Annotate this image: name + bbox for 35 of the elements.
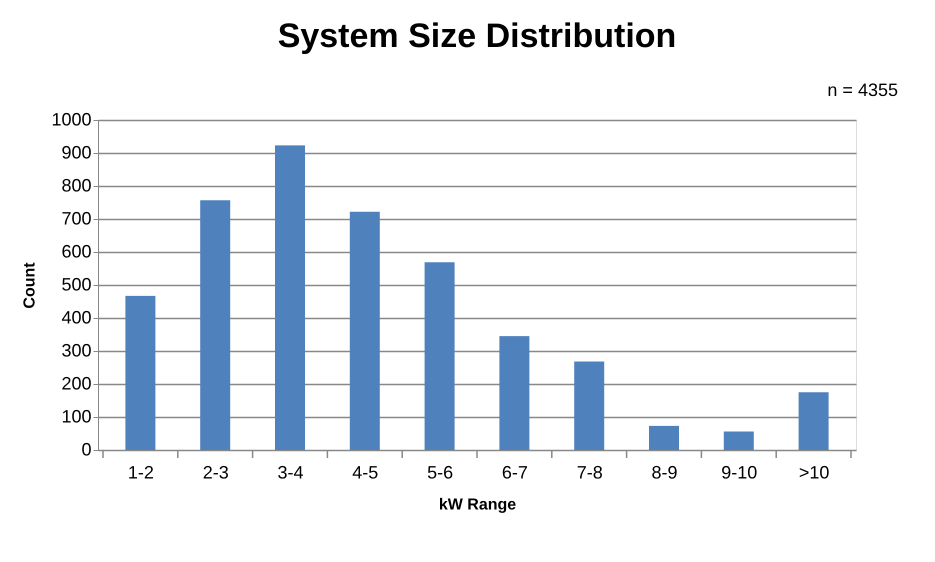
x-axis-title: kW Range bbox=[438, 496, 516, 514]
y-tick-label: 900 bbox=[61, 142, 92, 162]
bar bbox=[574, 362, 604, 450]
x-tick-label: 2-3 bbox=[202, 462, 229, 482]
y-tick-label: 1000 bbox=[51, 110, 92, 130]
y-tick-label: 300 bbox=[61, 340, 92, 360]
x-tick-label: 6-7 bbox=[502, 462, 528, 482]
y-tick-label: 200 bbox=[61, 374, 92, 394]
y-tick-label: 600 bbox=[61, 242, 92, 262]
y-tick-label: 500 bbox=[61, 274, 92, 294]
x-tick-label: >10 bbox=[798, 462, 830, 482]
y-tick-label: 700 bbox=[61, 208, 92, 228]
y-tick-label: 800 bbox=[61, 176, 92, 196]
x-tick-label: 1-2 bbox=[128, 462, 154, 482]
chart-title: System Size Distribution bbox=[278, 17, 676, 55]
x-tick-label: 3-4 bbox=[277, 462, 304, 482]
x-tick-label: 5-6 bbox=[427, 462, 454, 482]
x-tick-label: 9-10 bbox=[721, 462, 758, 482]
x-tick-label: 8-9 bbox=[651, 462, 678, 482]
y-tick-label: 0 bbox=[81, 440, 92, 460]
y-tick-label: 400 bbox=[61, 308, 92, 328]
bar bbox=[424, 262, 455, 450]
x-tick-label: 7-8 bbox=[576, 462, 603, 482]
bar bbox=[200, 200, 230, 450]
bar bbox=[649, 426, 679, 450]
y-axis-title: Count bbox=[21, 262, 38, 309]
x-tick-label: 4-5 bbox=[352, 462, 378, 482]
bar bbox=[724, 432, 754, 450]
bar bbox=[350, 212, 380, 450]
bar bbox=[275, 145, 305, 450]
bar bbox=[798, 392, 829, 450]
bar bbox=[499, 336, 530, 450]
text: n = 4355 bbox=[827, 80, 898, 100]
bar bbox=[125, 296, 156, 450]
y-tick-label: 100 bbox=[61, 406, 92, 426]
